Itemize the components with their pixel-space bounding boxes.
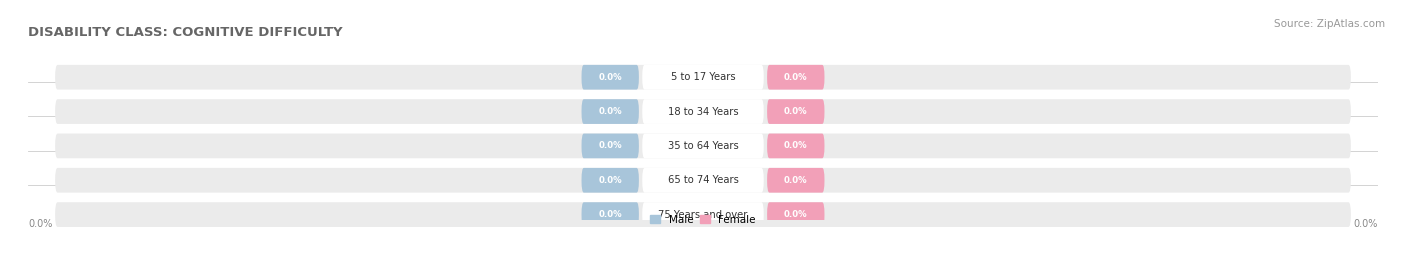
FancyBboxPatch shape: [643, 133, 763, 158]
Legend: Male, Female: Male, Female: [645, 210, 761, 229]
FancyBboxPatch shape: [643, 99, 763, 124]
FancyBboxPatch shape: [768, 168, 824, 193]
Text: 0.0%: 0.0%: [785, 210, 807, 219]
FancyBboxPatch shape: [55, 65, 1351, 90]
Text: 0.0%: 0.0%: [785, 142, 807, 150]
Text: 65 to 74 Years: 65 to 74 Years: [668, 175, 738, 185]
FancyBboxPatch shape: [768, 99, 824, 124]
Text: 0.0%: 0.0%: [785, 73, 807, 82]
FancyBboxPatch shape: [643, 168, 763, 193]
Text: 0.0%: 0.0%: [785, 176, 807, 185]
Text: 75 Years and over: 75 Years and over: [658, 210, 748, 219]
Text: 0.0%: 0.0%: [599, 73, 621, 82]
FancyBboxPatch shape: [582, 65, 638, 90]
Text: DISABILITY CLASS: COGNITIVE DIFFICULTY: DISABILITY CLASS: COGNITIVE DIFFICULTY: [28, 26, 343, 39]
Text: 0.0%: 0.0%: [599, 210, 621, 219]
Text: 0.0%: 0.0%: [599, 107, 621, 116]
Text: 18 to 34 Years: 18 to 34 Years: [668, 107, 738, 117]
FancyBboxPatch shape: [768, 65, 824, 90]
FancyBboxPatch shape: [582, 168, 638, 193]
Text: Source: ZipAtlas.com: Source: ZipAtlas.com: [1274, 19, 1385, 29]
FancyBboxPatch shape: [55, 168, 1351, 193]
FancyBboxPatch shape: [582, 99, 638, 124]
Text: 0.0%: 0.0%: [599, 176, 621, 185]
FancyBboxPatch shape: [55, 99, 1351, 124]
Text: 0.0%: 0.0%: [1354, 219, 1378, 229]
FancyBboxPatch shape: [643, 202, 763, 227]
Text: 0.0%: 0.0%: [785, 107, 807, 116]
FancyBboxPatch shape: [55, 202, 1351, 227]
Text: 0.0%: 0.0%: [599, 142, 621, 150]
FancyBboxPatch shape: [582, 202, 638, 227]
FancyBboxPatch shape: [768, 202, 824, 227]
Text: 35 to 64 Years: 35 to 64 Years: [668, 141, 738, 151]
FancyBboxPatch shape: [768, 133, 824, 158]
FancyBboxPatch shape: [582, 133, 638, 158]
FancyBboxPatch shape: [55, 133, 1351, 158]
Text: 0.0%: 0.0%: [28, 219, 52, 229]
Text: 5 to 17 Years: 5 to 17 Years: [671, 72, 735, 82]
FancyBboxPatch shape: [643, 65, 763, 90]
